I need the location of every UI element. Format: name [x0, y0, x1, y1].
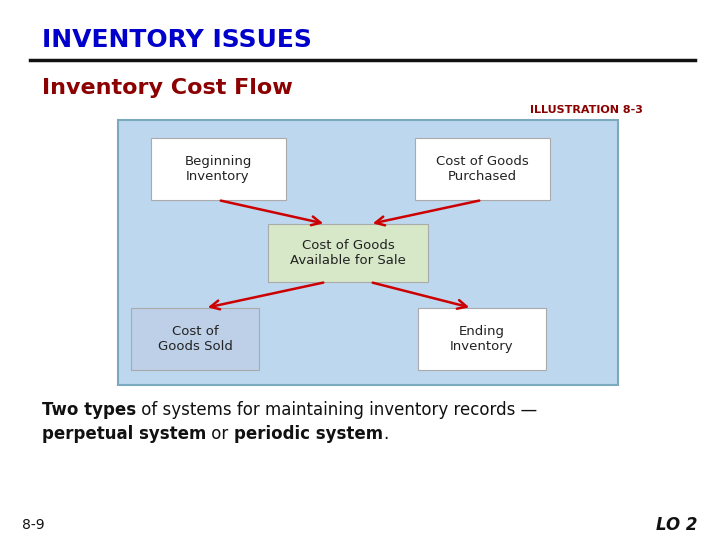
Text: INVENTORY ISSUES: INVENTORY ISSUES: [42, 28, 312, 52]
Text: Two types: Two types: [42, 401, 136, 419]
Text: Inventory Cost Flow: Inventory Cost Flow: [42, 78, 293, 98]
Text: ILLUSTRATION 8-3: ILLUSTRATION 8-3: [530, 105, 643, 115]
Text: perpetual system: perpetual system: [42, 425, 207, 443]
Text: Cost of
Goods Sold: Cost of Goods Sold: [158, 325, 233, 353]
Text: Beginning
Inventory: Beginning Inventory: [184, 155, 252, 183]
Text: Ending
Inventory: Ending Inventory: [450, 325, 514, 353]
Text: of systems for maintaining inventory records —: of systems for maintaining inventory rec…: [136, 401, 537, 419]
Text: Cost of Goods
Purchased: Cost of Goods Purchased: [436, 155, 528, 183]
FancyBboxPatch shape: [131, 308, 259, 370]
Text: 8-9: 8-9: [22, 518, 45, 532]
FancyBboxPatch shape: [415, 138, 549, 200]
Text: .: .: [383, 425, 388, 443]
Text: periodic system: periodic system: [234, 425, 383, 443]
FancyBboxPatch shape: [268, 224, 428, 282]
FancyBboxPatch shape: [418, 308, 546, 370]
FancyBboxPatch shape: [150, 138, 286, 200]
Text: LO 2: LO 2: [657, 516, 698, 534]
Text: or: or: [207, 425, 234, 443]
FancyBboxPatch shape: [118, 120, 618, 385]
Text: Cost of Goods
Available for Sale: Cost of Goods Available for Sale: [290, 239, 406, 267]
